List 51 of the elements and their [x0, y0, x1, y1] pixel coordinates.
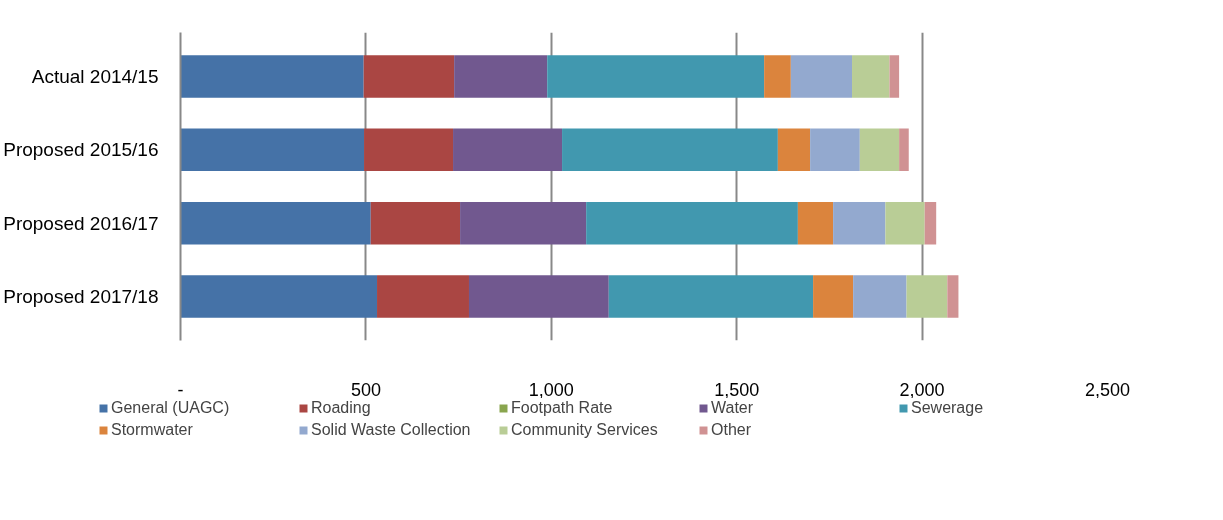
bar — [859, 128, 900, 172]
bar — [460, 201, 587, 245]
x-tick-label: 2,000 — [899, 379, 945, 400]
bar — [586, 201, 798, 245]
legend-label: Water — [711, 398, 755, 418]
bar — [454, 55, 548, 98]
bar — [947, 275, 959, 318]
bar — [889, 55, 900, 98]
legend-label: Solid Waste Collection — [311, 420, 472, 440]
bar — [608, 275, 814, 318]
legend-label: Roading — [311, 398, 372, 418]
x-tick-label: 1,500 — [714, 379, 760, 400]
x-tick-label: 500 — [350, 379, 381, 400]
x-tick-label: 2,500 — [1084, 379, 1131, 400]
bar — [899, 128, 909, 172]
bar — [924, 201, 937, 245]
bar — [797, 201, 834, 245]
bar — [764, 55, 791, 98]
bar — [364, 128, 454, 172]
bar — [810, 128, 860, 172]
legend-label: Stormwater — [111, 420, 194, 440]
bar — [363, 55, 455, 98]
bar — [377, 275, 469, 318]
bar — [852, 55, 890, 98]
bar — [180, 55, 364, 98]
bar — [547, 55, 765, 98]
bar — [180, 128, 365, 172]
x-tick-label: 1,000 — [528, 379, 574, 400]
bar — [790, 55, 853, 98]
y-tick-label: Proposed 2015/16 — [3, 139, 159, 161]
legend-label: Other — [711, 420, 752, 440]
x-tick-label: - — [177, 379, 184, 400]
bar — [906, 275, 948, 318]
bar — [453, 128, 563, 172]
bar — [180, 275, 378, 318]
bar — [885, 201, 925, 245]
bar — [468, 275, 609, 318]
legend-label: General (UAGC) — [111, 398, 231, 418]
bar — [813, 275, 854, 318]
y-tick-label: Actual 2014/15 — [31, 66, 159, 87]
bar — [833, 201, 886, 245]
legend-label: Footpath Rate — [511, 398, 614, 418]
y-tick-label: Proposed 2016/17 — [3, 212, 159, 234]
y-tick-label: Proposed 2017/18 — [3, 286, 159, 307]
bar — [777, 128, 811, 172]
bar — [180, 201, 371, 245]
legend-label: Sewerage — [911, 398, 985, 418]
bar — [562, 128, 778, 172]
bar — [370, 201, 461, 245]
bar — [853, 275, 907, 318]
legend-label: Community Services — [511, 420, 659, 440]
